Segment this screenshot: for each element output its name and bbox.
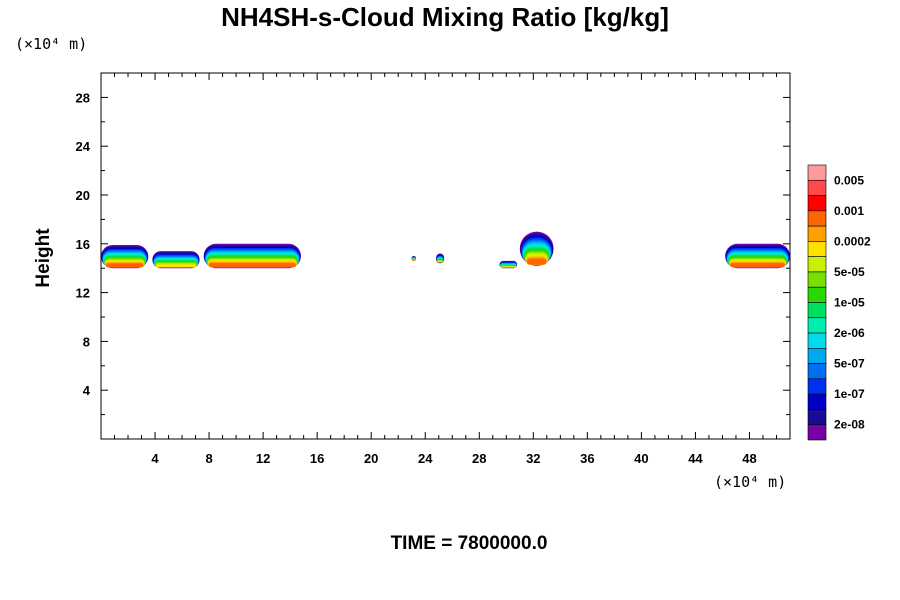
x-tick-label: 40 [634, 451, 648, 466]
x-tick-labels: 4 8 12 16 20 24 28 32 36 40 44 48 [151, 451, 756, 466]
colorbar-swatch [807, 241, 827, 257]
cloud-region [499, 260, 518, 269]
x-tick-label: 44 [688, 451, 703, 466]
y-tick-label: 16 [76, 237, 90, 252]
colorbar-swatch [807, 256, 827, 273]
colorbar-swatch [807, 409, 827, 426]
colorbar-label: 0.001 [834, 204, 864, 218]
colorbar-label: 2e-08 [834, 418, 865, 432]
y-tick-label: 8 [83, 334, 90, 349]
colorbar-swatch [807, 210, 827, 227]
colorbar-swatch [807, 164, 827, 181]
colorbar-label: 5e-07 [834, 357, 865, 371]
cloud-region [411, 256, 416, 261]
y-axis-label: Height [33, 228, 54, 288]
colorbar-label: 0.005 [834, 173, 864, 187]
cloud-region [725, 243, 790, 269]
cloud-band [730, 263, 785, 268]
colorbar-swatch [807, 393, 827, 410]
x-tick-label: 12 [256, 451, 270, 466]
x-tick-label: 24 [418, 451, 433, 466]
colorbar-swatch [807, 332, 827, 349]
x-tick-label: 48 [742, 451, 756, 466]
x-tick-label: 8 [205, 451, 212, 466]
cloud-band [526, 258, 547, 265]
cloud-band [412, 259, 415, 261]
cloud-band [501, 266, 516, 268]
x-tick-label: 16 [310, 451, 324, 466]
y-tick-labels: 4 8 12 16 20 24 28 [76, 90, 91, 398]
y-tick-label: 24 [76, 139, 91, 154]
colorbar-swatch [807, 424, 827, 441]
cloud-field [101, 231, 790, 269]
colorbar-swatch [807, 195, 827, 212]
x-tick-label: 36 [580, 451, 594, 466]
colorbar-labels: 0.005 0.001 0.0002 5e-05 1e-05 2e-06 5e-07 1e-0… [834, 173, 871, 431]
x-axis-unit: (×10⁴ m) [714, 473, 786, 491]
cloud-region [436, 253, 445, 264]
colorbar-swatch [807, 348, 827, 364]
cloud-region [101, 245, 149, 269]
y-tick-label: 28 [76, 90, 90, 105]
cloud-region [203, 243, 301, 269]
cloud-region [152, 251, 200, 269]
cloud-region [519, 231, 554, 266]
x-tick-label: 20 [364, 451, 378, 466]
colorbar-swatch [807, 317, 827, 334]
colorbar-swatch [807, 225, 827, 242]
time-label: TIME = 7800000.0 [391, 533, 548, 554]
cloud-band [155, 264, 197, 268]
x-tick-label: 32 [526, 451, 540, 466]
y-tick-label: 20 [76, 188, 90, 203]
colorbar-swatch [807, 271, 827, 288]
colorbar-label: 2e-06 [834, 326, 865, 340]
axis-ticks [101, 73, 790, 439]
colorbar [807, 164, 827, 441]
cloud-band [437, 261, 443, 263]
colorbar-label: 0.0002 [834, 234, 871, 248]
plot-frame [100, 72, 791, 440]
colorbar-label: 1e-05 [834, 296, 865, 310]
colorbar-label: 5e-05 [834, 265, 865, 279]
colorbar-swatch [807, 179, 827, 196]
y-tick-label: 4 [83, 383, 91, 398]
colorbar-swatch [807, 286, 827, 303]
y-axis-unit: (×10⁴ m) [15, 35, 87, 53]
colorbar-label: 1e-07 [834, 387, 865, 401]
colorbar-swatch [807, 378, 827, 395]
cloud-band [105, 263, 144, 268]
colorbar-swatch [807, 363, 827, 380]
x-tick-label: 4 [151, 451, 159, 466]
colorbar-swatch [807, 302, 827, 319]
chart-title: NH4SH-s-Cloud Mixing Ratio [kg/kg] [221, 2, 669, 32]
x-tick-label: 28 [472, 451, 486, 466]
y-tick-label: 12 [76, 286, 90, 301]
cloud-band [208, 263, 296, 268]
